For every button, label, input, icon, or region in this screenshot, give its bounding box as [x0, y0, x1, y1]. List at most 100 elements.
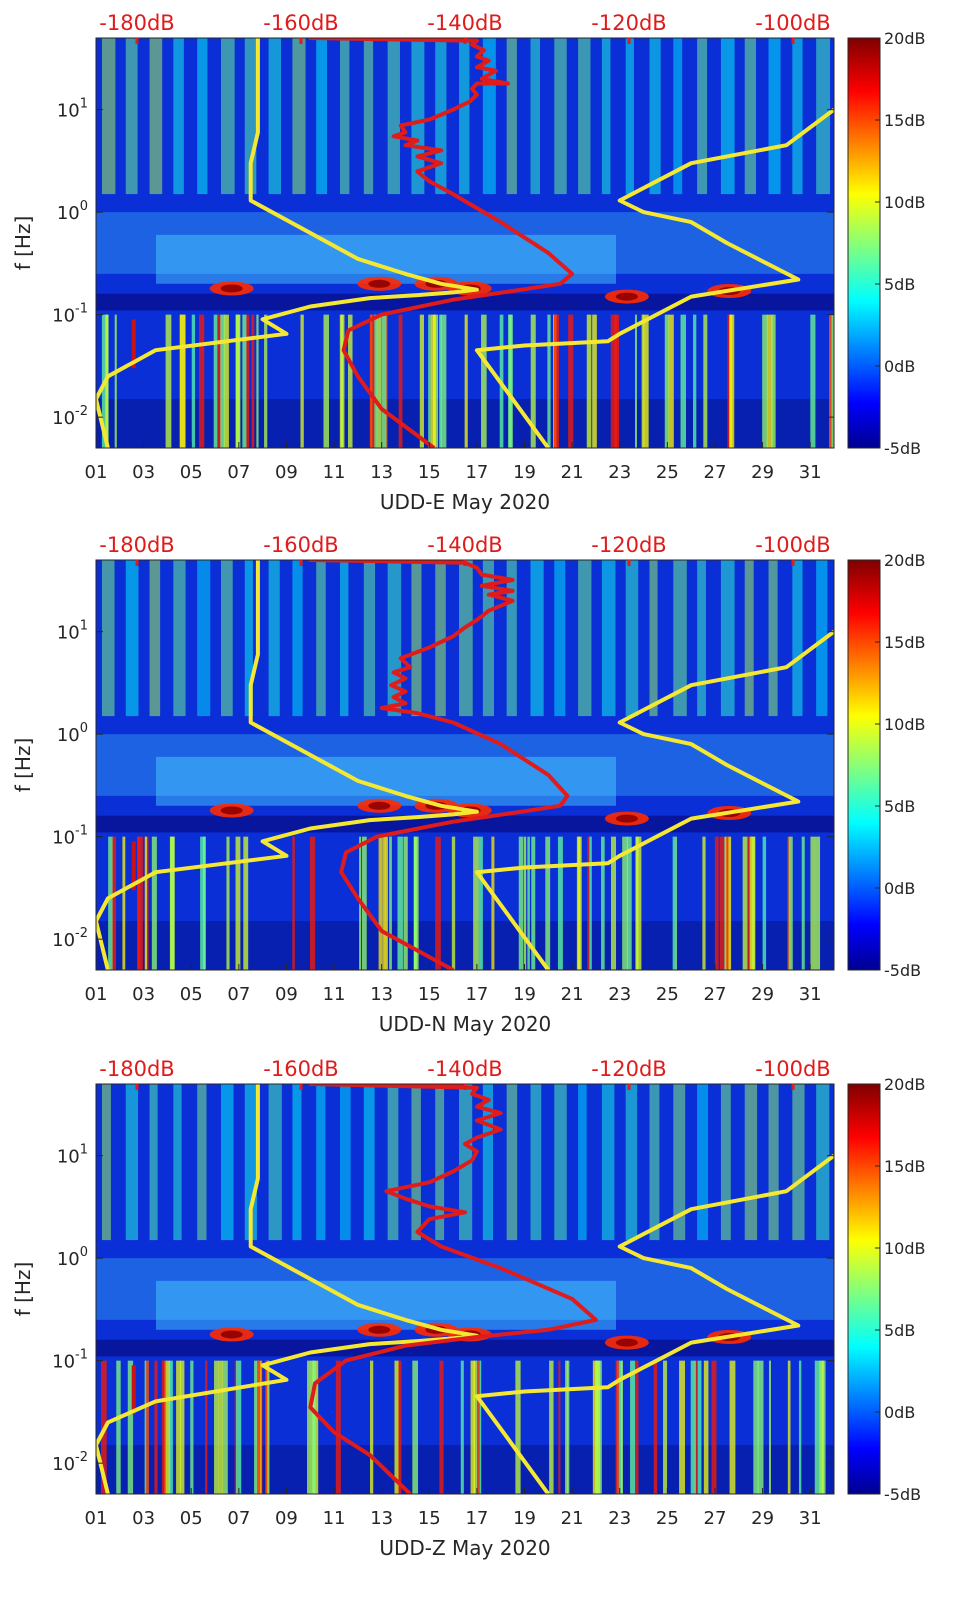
transient-stripe: [768, 1360, 771, 1494]
low-band: [96, 921, 834, 970]
x-tick-label: 11: [323, 462, 346, 483]
transient-stripe: [742, 836, 748, 970]
daily-stripe: [125, 38, 138, 195]
daily-stripe: [363, 38, 374, 195]
transient-stripe: [114, 314, 117, 448]
transient-stripe: [256, 1360, 261, 1494]
early-transient: [131, 1365, 136, 1415]
top-tick-label: -140dB: [427, 11, 502, 35]
transient-stripe: [340, 314, 344, 448]
transient-stripe: [376, 314, 382, 448]
daily-stripe: [506, 560, 517, 717]
transient-stripe: [664, 314, 669, 448]
transient-stripe: [630, 1360, 636, 1494]
x-tick-label: 27: [704, 1508, 727, 1529]
daily-stripe: [530, 560, 544, 717]
x-tick-label: 27: [704, 984, 727, 1005]
x-tick-label: 13: [370, 1508, 393, 1529]
y-tick-label: 10-2: [52, 404, 88, 429]
transient-stripe: [235, 836, 241, 970]
colorbar-tick-label: 0dB: [884, 357, 915, 376]
transient-stripe: [264, 314, 268, 448]
transient-stripe: [641, 314, 645, 448]
x-tick-label: 05: [180, 984, 203, 1005]
daily-stripe: [744, 1084, 758, 1241]
transient-stripe: [323, 314, 329, 448]
x-tick-label: 05: [180, 462, 203, 483]
transient-stripe: [586, 314, 592, 448]
x-tick-label: 07: [227, 462, 250, 483]
y-tick-label: 10-2: [52, 926, 88, 951]
transient-stripe: [199, 314, 205, 448]
transient-stripe: [616, 1360, 623, 1494]
daily-stripe: [697, 1084, 709, 1241]
storm-hotspot-core: [220, 284, 243, 293]
daily-stripe: [649, 1084, 660, 1241]
transient-stripe: [307, 1360, 312, 1494]
daily-stripe: [363, 1084, 375, 1241]
colorbar-tick-label: 0dB: [884, 1403, 915, 1422]
transient-stripe: [766, 314, 773, 448]
x-tick-label: 15: [418, 462, 441, 483]
colorbar-tick-label: 5dB: [884, 797, 915, 816]
storm-hotspot-core: [220, 806, 243, 815]
transient-stripe: [697, 1360, 702, 1494]
transient-stripe: [703, 1360, 709, 1494]
transient-stripe: [144, 836, 148, 970]
transient-stripe: [757, 1360, 764, 1494]
transient-stripe: [587, 836, 590, 970]
x-tick-label: 19: [513, 462, 536, 483]
colorbar-tick-label: 15dB: [884, 1157, 926, 1176]
daily-stripe: [768, 560, 778, 717]
daily-stripe: [173, 560, 186, 717]
transient-stripe: [801, 836, 805, 970]
transient-stripe: [309, 836, 316, 970]
transient-stripe: [190, 1360, 194, 1494]
daily-stripe: [387, 38, 400, 195]
microseism-band: [96, 734, 834, 796]
transient-stripe: [473, 1360, 477, 1494]
transient-stripe: [595, 1360, 601, 1494]
transient-stripe: [771, 314, 776, 448]
transient-stripe: [154, 1360, 158, 1494]
transient-stripe: [168, 1360, 173, 1494]
daily-stripe: [268, 38, 282, 195]
colorbar-tick-label: 5dB: [884, 1321, 915, 1340]
x-tick-label: 11: [323, 1508, 346, 1529]
transient-stripe: [679, 1360, 686, 1494]
transient-stripe: [382, 836, 386, 970]
transient-stripe: [378, 836, 383, 970]
transient-stripe: [668, 314, 674, 448]
daily-stripe: [435, 560, 446, 717]
daily-stripe: [649, 560, 658, 717]
microseism-core: [156, 1280, 616, 1330]
transient-stripe: [464, 314, 468, 448]
daily-stripe: [506, 38, 517, 195]
transient-stripe: [663, 1360, 668, 1494]
x-tick-label: 21: [561, 1508, 584, 1529]
transient-stripe: [509, 314, 512, 448]
transient-stripe: [384, 836, 388, 970]
daily-stripe: [292, 38, 306, 195]
transient-stripe: [545, 836, 551, 970]
daily-stripe: [220, 38, 235, 195]
transient-stripe: [243, 836, 249, 970]
transient-stripe: [515, 1360, 521, 1494]
transient-stripe: [428, 314, 431, 448]
colorbar: [847, 37, 881, 449]
transient-stripe: [635, 836, 639, 970]
transient-stripe: [568, 314, 574, 448]
transient-stripe: [403, 836, 408, 970]
daily-stripe: [197, 1084, 207, 1241]
transient-stripe: [478, 836, 483, 970]
transient-stripe: [430, 314, 436, 448]
transient-stripe: [116, 1360, 121, 1494]
series-line-1: [96, 560, 479, 970]
daily-stripe: [720, 1084, 731, 1241]
daily-stripe: [340, 560, 349, 717]
transient-stripe: [491, 836, 495, 970]
x-axis-label: UDD-N May 2020: [379, 1012, 552, 1036]
spectrogram-panel-3: 01 03 05 07 09 11 13 15 17 19 21 23 25 27 29 31 10-2 10-1…: [11, 1057, 926, 1560]
x-tick-label: 17: [465, 984, 488, 1005]
y-tick-label: 100: [57, 199, 88, 224]
